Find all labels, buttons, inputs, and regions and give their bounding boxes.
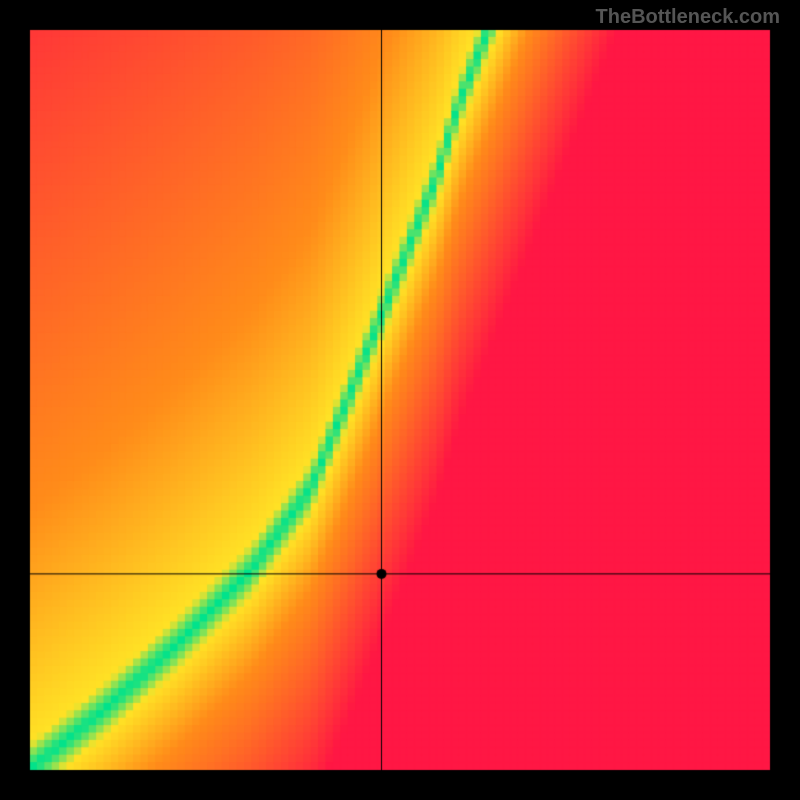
watermark-text: TheBottleneck.com [596,6,780,29]
bottleneck-chart-container: TheBottleneck.com [0,0,800,800]
heatmap-canvas [0,0,800,800]
